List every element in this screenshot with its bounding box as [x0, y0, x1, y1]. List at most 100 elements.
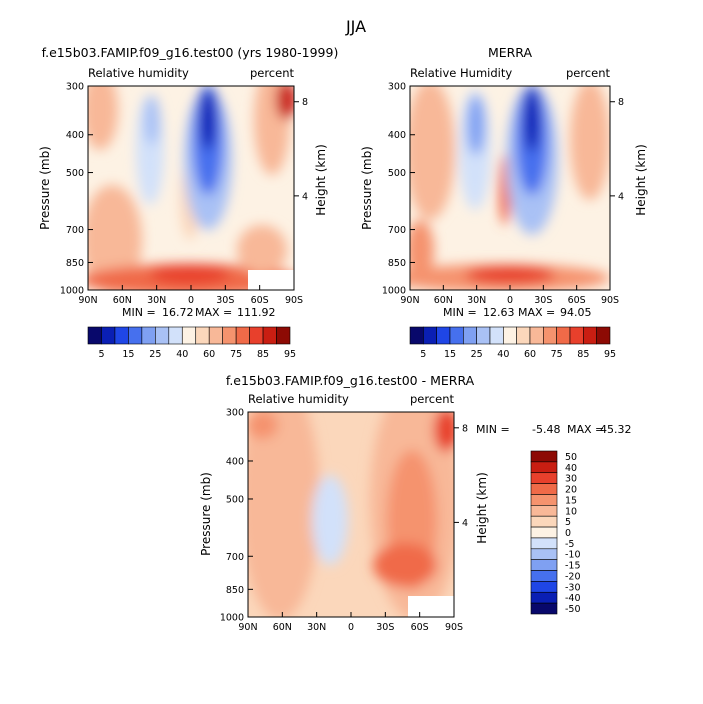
colorbar-box: [476, 326, 491, 345]
y-tick-label: 400: [388, 130, 406, 141]
colorbar-box: [569, 326, 584, 345]
field-blob-nh-dry: [467, 95, 485, 155]
colorbar-box: [530, 581, 558, 593]
colorbar-box: [262, 326, 277, 345]
colorbar-label: 85: [257, 349, 269, 360]
colorbar-label: 25: [149, 349, 161, 360]
colorbar-box: [222, 326, 237, 345]
field-blob-tropics-negative: [312, 475, 348, 565]
panel-model-min-label: MIN =: [122, 306, 156, 319]
x-tick-label: 30S: [376, 622, 394, 633]
y-tick-label: 850: [388, 258, 406, 269]
panel-merra-right-label: percent: [566, 66, 611, 80]
colorbar-box: [168, 326, 183, 345]
x-tick-label: 30S: [216, 295, 234, 306]
panel-merra-left-label: Relative Humidity: [410, 66, 512, 80]
field-blob-nh-upper-orange: [410, 86, 455, 220]
panel-merra-min-value: 12.63: [483, 306, 515, 319]
colorbar-label: -10: [565, 550, 581, 561]
colorbar-label: 50: [565, 452, 577, 463]
colorbar-label: 0: [565, 528, 571, 539]
panel-diff-y-ticks: 300 400 500 700 850 1000 8 4: [220, 408, 468, 624]
panel-merra-max-value: 94.05: [560, 306, 592, 319]
x-tick-label: 90N: [238, 622, 257, 633]
panel-model-x-ticks: 90N 60N 30N 0 30S 60S 90S: [78, 285, 303, 306]
field-blob-sh-upper-red: [434, 412, 454, 452]
y-tick-right-label: 8: [462, 423, 468, 434]
panel-merra-colorbar: 5 15 25 40 60 75 85 95: [409, 326, 616, 360]
colorbar-box: [208, 326, 223, 345]
panel-merra-title: MERRA: [488, 45, 533, 60]
y-tick-label: 850: [66, 258, 84, 269]
panel-diff-ylabel-right: Height (km): [475, 472, 489, 543]
colorbar-box: [530, 461, 558, 474]
field-blob-sh-dry-core: [524, 88, 540, 152]
panel-diff-x-ticks: 90N 60N 30N 0 30S 60S 90S: [238, 612, 463, 633]
y-tick-right-label: 8: [618, 97, 624, 108]
x-tick-label: 90N: [78, 295, 97, 306]
y-tick-label: 1000: [220, 613, 244, 624]
colorbar-label: 60: [524, 349, 536, 360]
panel-model-right-label: percent: [250, 66, 295, 80]
panel-model-field: [88, 86, 294, 290]
colorbar-box: [596, 326, 611, 345]
colorbar-label: -5: [565, 539, 574, 550]
colorbar-label: -50: [565, 604, 581, 615]
panel-diff-ylabel: Pressure (mb): [199, 472, 213, 556]
field-missing-area: [248, 270, 294, 290]
colorbar-box: [543, 326, 557, 345]
panel-merra-x-ticks: 90N 60N 30N 0 30S 60S 90S: [400, 285, 619, 306]
y-tick-label: 500: [388, 168, 406, 179]
colorbar-label: -30: [565, 582, 581, 593]
field-blob-nh-upper-orange: [248, 412, 278, 439]
y-tick-label: 300: [66, 82, 84, 93]
colorbar-label: 10: [565, 506, 577, 517]
colorbar-box: [101, 326, 116, 345]
field-blob-sh-dry-core: [200, 90, 216, 150]
y-tick-right-label: 4: [462, 518, 468, 529]
x-tick-label: 0: [188, 295, 194, 306]
colorbar-box: [530, 602, 558, 615]
colorbar-label: 25: [471, 349, 483, 360]
y-tick-label: 1000: [60, 286, 84, 297]
field-blob-upper-left-orange: [88, 86, 118, 150]
y-tick-label: 500: [66, 168, 84, 179]
colorbar-label: -40: [565, 593, 581, 604]
x-tick-label: 60S: [411, 622, 429, 633]
colorbar-box: [249, 326, 264, 345]
panel-merra-min-label: MIN =: [443, 306, 477, 319]
x-tick-label: 0: [507, 295, 513, 306]
x-tick-label: 60S: [568, 295, 586, 306]
colorbar-label: 75: [230, 349, 242, 360]
y-tick-right-label: 4: [618, 191, 624, 202]
field-blob-nh-dry: [144, 95, 160, 145]
colorbar-box: [449, 326, 464, 345]
panel-model-y-ticks: 300 400 500 700 850 1000 8 4: [60, 82, 308, 297]
colorbar-box: [516, 326, 531, 345]
panel-model-min-value: 16.72: [162, 306, 194, 319]
colorbar-box: [436, 326, 451, 345]
field-blob-nh-lower: [88, 185, 142, 290]
x-tick-label: 90S: [601, 295, 619, 306]
panel-diff-min-label: MIN =: [476, 423, 510, 436]
colorbar-label: 15: [444, 349, 456, 360]
colorbar-box: [489, 326, 504, 345]
colorbar-box: [128, 326, 143, 345]
panel-diff-left-label: Relative humidity: [248, 392, 349, 406]
figure-title: JJA: [345, 17, 366, 36]
y-tick-label: 700: [226, 552, 244, 563]
colorbar-box: [530, 494, 558, 506]
colorbar-label: -20: [565, 571, 581, 582]
colorbar-box: [530, 548, 558, 560]
colorbar-label: 75: [551, 349, 563, 360]
panel-merra-max-label: MAX =: [518, 306, 555, 319]
colorbar-label: 40: [497, 349, 509, 360]
x-tick-label: 60N: [113, 295, 132, 306]
panel-model-title: f.e15b03.FAMIP.f09_g16.test00 (yrs 1980-…: [42, 45, 339, 60]
panel-model: f.e15b03.FAMIP.f09_g16.test00 (yrs 1980-…: [38, 45, 338, 360]
field-blob-sh-upper-orange: [570, 86, 610, 200]
colorbar-box: [530, 526, 558, 539]
field-blob-nh-positive: [248, 412, 320, 617]
colorbar-box: [530, 559, 558, 571]
